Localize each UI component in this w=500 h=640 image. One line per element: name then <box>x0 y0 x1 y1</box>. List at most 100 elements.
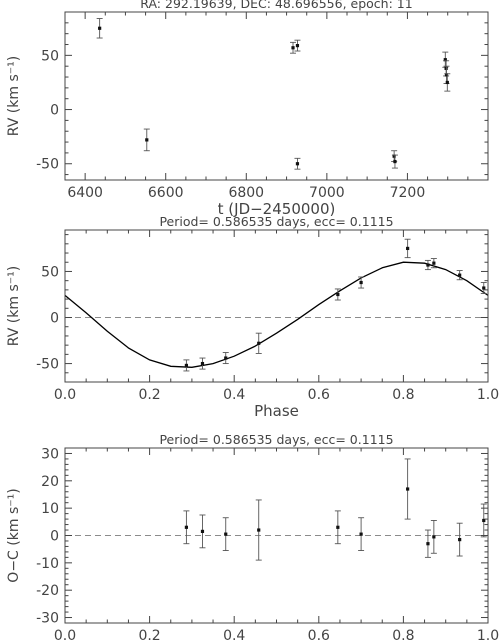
marker <box>458 538 462 542</box>
data-point <box>255 499 262 561</box>
marker <box>443 58 447 62</box>
panel-2: Period= 0.586535 days, ecc= 0.1115 0.0 0.2… <box>6 214 499 420</box>
y-axis-label: RV (km s⁻¹) <box>6 56 22 136</box>
marker <box>432 261 436 265</box>
data-point <box>255 332 262 354</box>
marker <box>336 292 340 297</box>
marker <box>257 341 261 345</box>
marker <box>184 525 189 529</box>
y-tick-label: 10 <box>41 501 59 517</box>
data-point <box>199 357 206 370</box>
marker <box>406 487 410 491</box>
model-curve <box>64 261 489 368</box>
data-point <box>294 39 301 52</box>
x-tick-label: 6600 <box>148 185 184 201</box>
panel-title: Period= 0.586535 days, ecc= 0.1115 <box>159 214 393 229</box>
data-point <box>391 154 398 169</box>
marker <box>482 518 486 523</box>
data-point <box>391 150 398 163</box>
marker <box>426 542 430 546</box>
x-tick-label: 0.0 <box>54 387 76 403</box>
data-point <box>430 258 437 269</box>
data-point <box>334 288 341 301</box>
axes-frame <box>64 229 489 383</box>
data-point <box>442 51 449 68</box>
data-point <box>424 259 431 271</box>
y-tick-label: 50 <box>41 48 59 64</box>
data-point <box>199 514 206 549</box>
x-tick-label: 6400 <box>67 185 103 201</box>
y-axis-label: RV (km s⁻¹) <box>6 266 22 346</box>
marker <box>426 263 430 267</box>
data-point <box>222 352 229 365</box>
x-tick-label: 0.4 <box>223 387 245 403</box>
x-tick-label: 0.8 <box>392 387 414 403</box>
data-point <box>358 517 365 551</box>
panel-title: Period= 0.586535 days, ecc= 0.1115 <box>159 432 393 447</box>
x-tick-label: 6800 <box>228 185 264 201</box>
x-tick-label: 0.2 <box>138 628 160 640</box>
marker <box>200 361 205 366</box>
y-tick-label: 0 <box>50 529 59 545</box>
data-point <box>480 503 487 538</box>
marker <box>224 532 228 536</box>
x-axis-label: t (JD−2450000) <box>218 200 336 218</box>
y-tick-label: -50 <box>36 157 59 173</box>
marker <box>257 528 261 532</box>
y-tick-label: -30 <box>36 611 59 627</box>
data-point <box>143 128 150 152</box>
y-axis-label: O−C (km s⁻¹) <box>6 488 22 582</box>
x-tick-label: 7200 <box>390 185 426 201</box>
marker <box>336 525 340 529</box>
x-tick-label: 1.0 <box>477 387 499 403</box>
data-point <box>96 18 103 39</box>
x-tick-label: 0.6 <box>308 628 330 640</box>
marker <box>393 159 397 164</box>
x-tick-label: 7000 <box>309 185 345 201</box>
marker <box>291 46 295 50</box>
marker <box>406 246 410 251</box>
data-point <box>183 359 190 372</box>
data-point <box>183 510 190 545</box>
marker <box>458 273 462 277</box>
y-tick-label: 0 <box>50 103 59 119</box>
data-point <box>358 276 365 289</box>
panel-3: Period= 0.586535 days, ecc= 0.1115 0.0 0.2… <box>6 432 499 640</box>
data-point <box>404 238 411 259</box>
x-tick-label: 0.8 <box>392 628 414 640</box>
marker <box>295 44 300 48</box>
y-tick-label: 30 <box>41 446 59 462</box>
y-tick-label: -20 <box>36 583 59 599</box>
marker <box>444 73 449 77</box>
marker <box>359 532 363 536</box>
data-point <box>430 520 437 554</box>
data-point <box>334 510 341 545</box>
x-tick-label: 1.0 <box>477 628 499 640</box>
panel-1: RA: 292.19639, DEC: 48.696556, epoch: 11… <box>6 0 489 218</box>
marker <box>445 80 449 85</box>
marker <box>200 529 205 533</box>
x-tick-label: 0.6 <box>308 387 330 403</box>
marker <box>432 535 436 539</box>
x-axis-label: Phase <box>254 402 299 420</box>
axes-frame <box>64 11 489 181</box>
data-point <box>294 157 301 170</box>
marker <box>224 356 228 360</box>
marker <box>482 286 486 290</box>
data-point <box>222 517 229 551</box>
marker <box>359 280 363 285</box>
data-point <box>404 458 411 520</box>
data-point <box>444 73 451 92</box>
x-tick-label: 0.0 <box>54 628 76 640</box>
panel-title: RA: 292.19639, DEC: 48.696556, epoch: 11 <box>140 0 412 11</box>
data-point <box>424 529 431 558</box>
marker <box>145 138 149 142</box>
marker <box>98 26 102 30</box>
marker <box>295 162 300 166</box>
data-point <box>480 282 487 295</box>
y-tick-label: 20 <box>41 474 59 490</box>
marker <box>392 154 396 158</box>
x-tick-label: 0.2 <box>138 387 160 403</box>
y-tick-label: 0 <box>50 311 59 327</box>
data-point <box>456 522 463 557</box>
